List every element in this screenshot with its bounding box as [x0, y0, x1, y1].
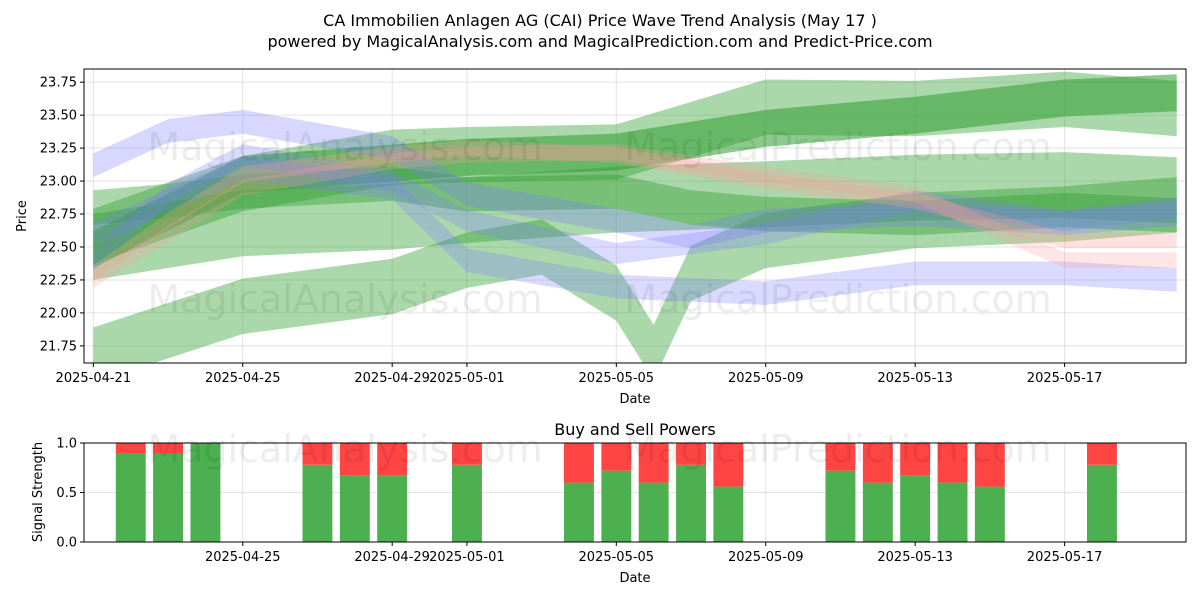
price-x-tick-label: 2025-05-01	[429, 371, 505, 386]
sell-bar	[153, 443, 183, 454]
price-x-tick-label: 2025-05-09	[728, 371, 804, 386]
buy-bar	[713, 486, 744, 542]
wave-band-green-2	[93, 152, 1177, 280]
wave-band-red-9	[93, 144, 1177, 288]
signal-panel-title: Buy and Sell Powers	[554, 420, 716, 439]
signal-x-tick-label: 2025-04-25	[205, 550, 281, 565]
wave-band-green-1	[93, 71, 1177, 265]
price-x-tick-label: 2025-04-21	[56, 371, 132, 386]
wave-band-blue-6	[93, 156, 1177, 305]
buy-bar	[1087, 464, 1117, 542]
buy-bar	[676, 464, 706, 542]
buy-bar	[601, 470, 632, 542]
sell-bar	[937, 443, 968, 483]
signal-watermark-analysis: MagicalAnalysis.com	[147, 427, 542, 471]
wave-band-green-0	[93, 74, 1177, 269]
sell-bar	[900, 443, 931, 476]
price-x-tick-label: 2025-05-17	[1027, 371, 1103, 386]
signal-y-tick-label: 1.0	[56, 437, 77, 452]
price-y-tick-label: 22.00	[40, 306, 77, 321]
buy-bar	[377, 475, 408, 542]
sell-bar	[601, 443, 632, 471]
wave-band-red-8	[93, 140, 1177, 282]
signal-watermarks: MagicalAnalysis.com MagicalPrediction.co…	[147, 427, 1051, 471]
buy-bar	[452, 464, 482, 542]
price-y-tick-label: 23.75	[40, 76, 77, 91]
price-y-tick-label: 22.25	[40, 273, 77, 288]
chart-title: CA Immobilien Anlagen AG (CAI) Price Wav…	[323, 11, 877, 30]
signal-panel: Buy and Sell Powers MagicalAnalysis.com …	[31, 420, 1187, 586]
signal-x-axis-label: Date	[619, 571, 650, 586]
price-y-tick-label: 21.75	[40, 339, 77, 354]
buy-bar	[937, 482, 968, 542]
buy-bar	[339, 475, 370, 542]
signal-x-tick-label: 2025-05-01	[429, 550, 505, 565]
watermark-prediction: MagicalPrediction.com	[624, 125, 1052, 169]
signal-x-tick-label: 2025-05-05	[579, 550, 655, 565]
price-y-tick-label: 22.50	[40, 240, 77, 255]
price-panel: MagicalAnalysis.com MagicalPrediction.co…	[15, 68, 1187, 407]
sell-bar	[713, 443, 744, 487]
buy-bar	[190, 443, 221, 542]
signal-plot-frame	[83, 442, 1187, 543]
wave-band-green-3	[93, 177, 1177, 363]
wave-band-green-4	[93, 166, 1177, 236]
buy-bar	[564, 482, 594, 542]
price-wave-bands	[93, 71, 1177, 363]
price-x-tick-label: 2025-05-13	[877, 371, 953, 386]
buy-bar	[974, 486, 1005, 542]
signal-y-tick-label: 0.5	[56, 486, 77, 501]
chart-subtitle: powered by MagicalAnalysis.com and Magic…	[267, 32, 932, 51]
sell-bar	[564, 443, 594, 483]
sell-bar	[676, 443, 706, 465]
buy-bar	[115, 453, 146, 542]
signal-watermark-prediction: MagicalPrediction.com	[624, 427, 1052, 471]
price-y-tick-label: 23.25	[40, 142, 77, 157]
buy-bar	[862, 482, 893, 542]
signal-y-tick-label: 0.0	[56, 536, 77, 551]
buy-bar	[153, 453, 183, 542]
sell-bar	[638, 443, 669, 483]
price-axis-ticks: 21.75 22.00 22.25 22.50 22.75 23.00 23.25 23.50…	[40, 76, 1103, 386]
signal-x-tick-label: 2025-05-17	[1027, 550, 1103, 565]
price-y-tick-label: 23.00	[40, 175, 77, 190]
signal-x-tick-label: 2025-05-09	[728, 550, 804, 565]
price-x-tick-label: 2025-04-25	[205, 371, 281, 386]
price-y-tick-label: 23.50	[40, 109, 77, 124]
price-grid	[84, 69, 1186, 363]
signal-axis-ticks: 0.0 0.5 1.0 2025-04-25 2025-04-29 2025-05-01 2…	[56, 437, 1102, 566]
price-plot-frame	[83, 68, 1187, 364]
signal-x-tick-label: 2025-05-13	[877, 550, 953, 565]
sell-bar	[115, 443, 146, 454]
watermark-analysis-lower: MagicalAnalysis.com	[147, 277, 542, 321]
watermark-prediction-lower: MagicalPrediction.com	[624, 277, 1052, 321]
sell-bar	[1087, 443, 1117, 465]
sell-bar	[452, 443, 482, 465]
signal-bars	[115, 443, 1117, 542]
price-y-axis-label: Price	[15, 200, 30, 232]
wave-band-blue-5	[93, 109, 1177, 249]
sell-bar	[825, 443, 856, 471]
signal-y-axis-label: Signal Strength	[31, 442, 46, 542]
sell-bar	[974, 443, 1005, 487]
buy-bar	[825, 470, 856, 542]
sell-bar	[302, 443, 333, 465]
sell-bar	[862, 443, 893, 483]
buy-bar	[900, 475, 931, 542]
price-x-tick-label: 2025-04-29	[354, 371, 430, 386]
price-watermarks: MagicalAnalysis.com MagicalPrediction.co…	[147, 125, 1051, 321]
sell-bar	[377, 443, 408, 476]
buy-bar	[302, 464, 333, 542]
sell-bar	[339, 443, 370, 476]
price-x-tick-label: 2025-05-05	[579, 371, 655, 386]
wave-band-blue-7	[93, 144, 1177, 271]
buy-bar	[638, 482, 669, 542]
signal-x-tick-label: 2025-04-29	[354, 550, 430, 565]
watermark-analysis: MagicalAnalysis.com	[147, 125, 542, 169]
price-y-tick-label: 22.75	[40, 208, 77, 223]
price-x-axis-label: Date	[619, 392, 650, 407]
